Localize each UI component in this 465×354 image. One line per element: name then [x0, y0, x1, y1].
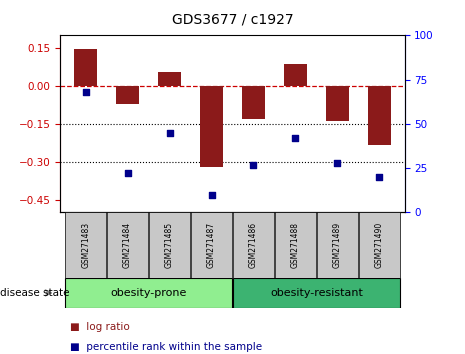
- Text: GSM271486: GSM271486: [249, 222, 258, 268]
- Bar: [65, 278, 232, 308]
- Text: disease state: disease state: [0, 288, 69, 298]
- Point: [166, 130, 173, 136]
- Bar: [233, 212, 274, 278]
- Text: GSM271483: GSM271483: [81, 222, 90, 268]
- Bar: [359, 212, 400, 278]
- Bar: [149, 212, 190, 278]
- Bar: [368, 86, 391, 145]
- Bar: [191, 212, 232, 278]
- Text: GSM271488: GSM271488: [291, 222, 300, 268]
- Text: obesity-prone: obesity-prone: [110, 288, 187, 298]
- Bar: [158, 72, 181, 86]
- Bar: [284, 64, 307, 86]
- Point: [292, 135, 299, 141]
- Bar: [116, 86, 139, 104]
- Text: GSM271489: GSM271489: [333, 222, 342, 268]
- Bar: [74, 49, 97, 86]
- Bar: [326, 86, 349, 121]
- Text: GSM271490: GSM271490: [375, 222, 384, 268]
- Bar: [107, 212, 148, 278]
- Point: [208, 192, 215, 198]
- Bar: [65, 212, 106, 278]
- Text: GSM271487: GSM271487: [207, 222, 216, 268]
- Bar: [317, 212, 358, 278]
- Text: obesity-resistant: obesity-resistant: [270, 288, 363, 298]
- Bar: [200, 86, 223, 167]
- Point: [124, 171, 131, 176]
- Point: [334, 160, 341, 166]
- Text: GSM271484: GSM271484: [123, 222, 132, 268]
- Text: ■  log ratio: ■ log ratio: [70, 322, 129, 332]
- Text: GSM271485: GSM271485: [165, 222, 174, 268]
- Text: GDS3677 / c1927: GDS3677 / c1927: [172, 12, 293, 27]
- Text: ■  percentile rank within the sample: ■ percentile rank within the sample: [70, 342, 262, 352]
- Point: [82, 89, 89, 95]
- Bar: [275, 212, 316, 278]
- Bar: [233, 278, 400, 308]
- Bar: [242, 86, 265, 119]
- Point: [250, 162, 257, 167]
- Point: [376, 174, 383, 180]
